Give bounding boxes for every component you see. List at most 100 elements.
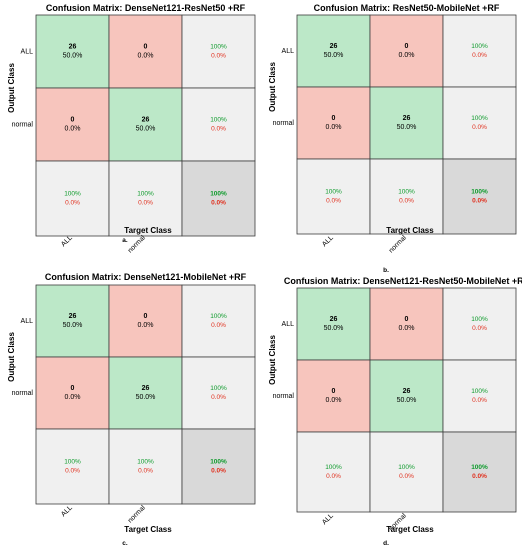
x-tick-label: ALL: [60, 504, 74, 518]
confusion-matrix-panel-c: Confusion Matrix: DenseNet121-MobileNet …: [7, 272, 256, 547]
matrix-cell-2-0: [35, 160, 110, 237]
summary-error: 0.0%: [326, 198, 341, 205]
matrix-cell-0-2: [442, 287, 517, 361]
summary-correct: 100%: [471, 115, 488, 122]
cell-count: 26: [142, 385, 150, 392]
summary-error: 0.0%: [211, 322, 226, 329]
x-tick-label: ALL: [60, 234, 74, 248]
chart-title: Confusion Matrix: DenseNet121-ResNet50 +…: [46, 3, 246, 13]
summary-error: 0.0%: [211, 53, 226, 60]
x-tick-label: normal: [388, 234, 408, 254]
matrix-cell-1-1: [369, 86, 444, 160]
matrix-cell-2-0: [35, 428, 110, 505]
summary-correct: 100%: [471, 189, 488, 196]
y-axis-label: Output Class: [268, 335, 277, 385]
matrix-cell-1-0: [296, 86, 371, 160]
matrix-cell-2-0: [296, 431, 371, 513]
confusion-matrix-panel-d: Confusion Matrix: DenseNet121-ResNet50-M…: [268, 276, 522, 547]
chart-title: Confusion Matrix: DenseNet121-MobileNet …: [45, 272, 247, 282]
cell-percent: 50.0%: [397, 124, 417, 131]
x-tick-label: ALL: [321, 234, 335, 248]
summary-correct: 100%: [398, 464, 415, 471]
cell-percent: 0.0%: [326, 397, 342, 404]
summary-correct: 100%: [471, 43, 488, 50]
summary-correct: 100%: [471, 464, 488, 471]
matrix-cell-0-2: [181, 284, 256, 358]
summary-correct: 100%: [325, 464, 342, 471]
matrix-cell-0-2: [181, 14, 256, 89]
cell-percent: 0.0%: [326, 124, 342, 131]
summary-correct: 100%: [471, 316, 488, 323]
x-axis-label: Target Class: [124, 525, 172, 534]
cell-count: 26: [403, 388, 411, 395]
matrix-cell-2-2: [181, 160, 256, 237]
x-tick-label: normal: [127, 234, 147, 254]
y-axis-label: Output Class: [7, 332, 16, 382]
cell-count: 26: [403, 115, 411, 122]
matrix-cell-0-0: [35, 14, 110, 89]
summary-correct: 100%: [137, 459, 154, 466]
matrix-cell-1-2: [181, 87, 256, 162]
matrix-cell-1-1: [369, 359, 444, 433]
matrix-cell-1-2: [442, 86, 517, 160]
y-tick-label: normal: [273, 393, 295, 400]
summary-correct: 100%: [210, 191, 227, 198]
cell-count: 0: [405, 43, 409, 50]
chart-title: Confusion Matrix: DenseNet121-ResNet50-M…: [284, 276, 522, 286]
summary-error: 0.0%: [211, 468, 226, 475]
y-tick-label: ALL: [21, 49, 34, 56]
matrix-cell-0-0: [296, 287, 371, 361]
cell-count: 26: [330, 43, 338, 50]
cell-percent: 50.0%: [397, 397, 417, 404]
cell-count: 0: [71, 117, 75, 124]
y-tick-label: ALL: [282, 321, 295, 328]
summary-error: 0.0%: [211, 126, 226, 133]
cell-percent: 50.0%: [136, 126, 156, 133]
matrix-cell-0-0: [35, 284, 110, 358]
matrix-cell-1-0: [35, 87, 110, 162]
matrix-cell-1-2: [442, 359, 517, 433]
panel-label: d.: [383, 540, 389, 547]
summary-correct: 100%: [398, 189, 415, 196]
cell-percent: 0.0%: [399, 52, 415, 59]
matrix-cell-2-1: [108, 428, 183, 505]
matrix-cell-2-2: [442, 158, 517, 235]
summary-correct: 100%: [210, 117, 227, 124]
y-tick-label: normal: [12, 390, 34, 397]
confusion-matrix-panel-a: Confusion Matrix: DenseNet121-ResNet50 +…: [7, 3, 256, 255]
confusion-matrix-panel-b: Confusion Matrix: ResNet50-MobileNet +RF…: [268, 3, 517, 274]
summary-correct: 100%: [471, 388, 488, 395]
y-axis-label: Output Class: [268, 62, 277, 112]
summary-error: 0.0%: [399, 198, 414, 205]
cell-percent: 50.0%: [136, 394, 156, 401]
cell-count: 0: [405, 316, 409, 323]
matrix-cell-1-2: [181, 356, 256, 430]
chart-title: Confusion Matrix: ResNet50-MobileNet +RF: [314, 3, 500, 13]
summary-error: 0.0%: [472, 473, 487, 480]
cell-count: 0: [332, 388, 336, 395]
matrix-cell-2-1: [369, 158, 444, 235]
x-tick-label: normal: [127, 504, 147, 524]
cell-percent: 0.0%: [138, 53, 154, 60]
cell-count: 26: [142, 117, 150, 124]
matrix-cell-0-2: [442, 14, 517, 88]
cell-count: 26: [69, 44, 77, 51]
summary-error: 0.0%: [326, 473, 341, 480]
matrix-cell-0-0: [296, 14, 371, 88]
cell-percent: 0.0%: [138, 322, 154, 329]
matrix-cell-2-2: [181, 428, 256, 505]
summary-correct: 100%: [210, 385, 227, 392]
cell-percent: 0.0%: [65, 394, 81, 401]
matrix-cell-1-0: [296, 359, 371, 433]
summary-correct: 100%: [64, 459, 81, 466]
matrix-cell-0-1: [369, 287, 444, 361]
matrix-cell-1-0: [35, 356, 110, 430]
cell-percent: 50.0%: [63, 53, 83, 60]
matrix-cell-0-1: [369, 14, 444, 88]
summary-error: 0.0%: [472, 124, 487, 131]
matrix-cell-2-2: [442, 431, 517, 513]
summary-error: 0.0%: [211, 200, 226, 207]
summary-correct: 100%: [210, 459, 227, 466]
y-tick-label: ALL: [282, 48, 295, 55]
